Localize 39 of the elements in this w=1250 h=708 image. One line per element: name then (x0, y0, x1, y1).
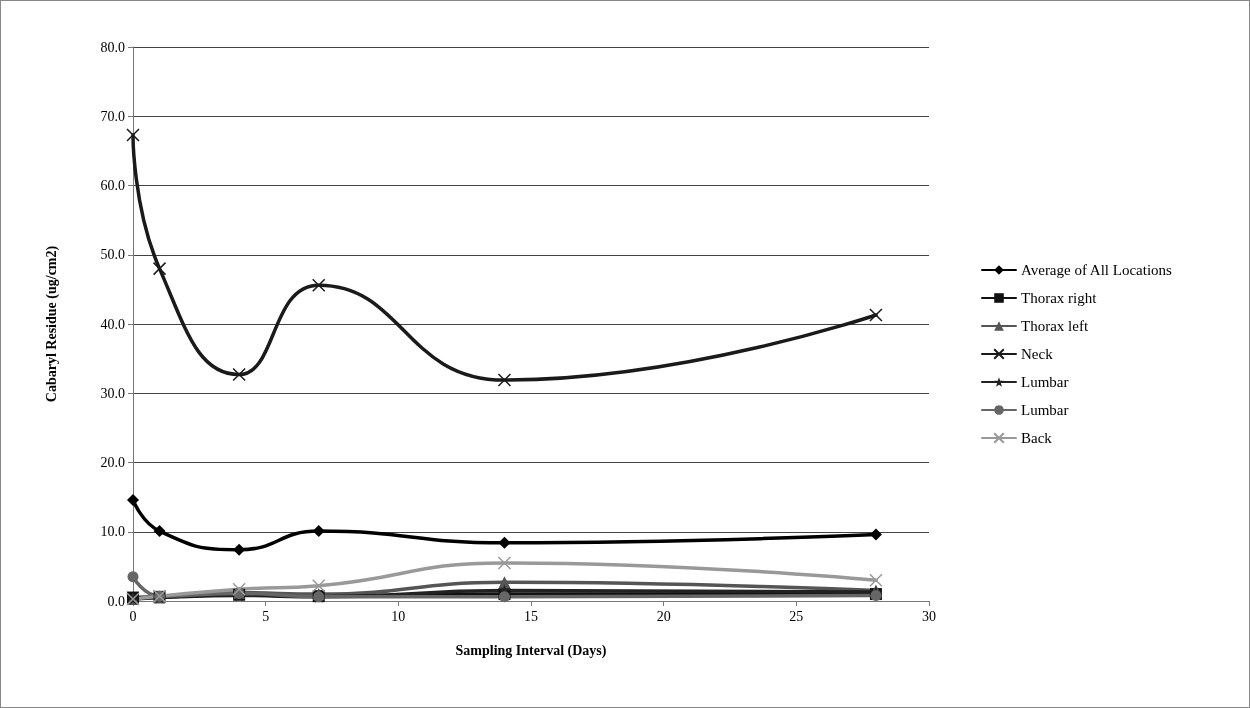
point (126, 128, 140, 142)
point (232, 582, 246, 596)
x-tick-label: 15 (524, 608, 538, 624)
y-tick-label: 60.0 (100, 178, 125, 193)
y-tick-label: 10.0 (100, 524, 125, 540)
point (232, 367, 246, 382)
x-tick-label: 30 (922, 608, 936, 624)
legend-label: Thorax left (1021, 318, 1089, 334)
x-tick-label: 20 (656, 608, 671, 624)
legend-label: Back (1021, 430, 1053, 446)
y-tick-label: 40.0 (100, 316, 125, 332)
x-tick-label: 25 (789, 608, 804, 624)
y-tick-label: 0.0 (107, 593, 125, 609)
point (127, 493, 139, 506)
legend-label: Lumbar (1021, 374, 1069, 390)
y-tick-label: 80.0 (100, 39, 125, 55)
point (497, 373, 512, 387)
point (869, 573, 883, 587)
legend-label: Thorax right (1021, 290, 1098, 306)
y-tick-label: 50.0 (100, 247, 125, 263)
point (127, 571, 139, 583)
x-tick-label: 10 (391, 608, 406, 624)
point (497, 556, 512, 570)
point (498, 576, 511, 589)
legend-label: Average of All Locations (1021, 262, 1173, 278)
x-tick-label: 0 (129, 608, 137, 624)
point (311, 579, 326, 593)
legend-label: Lumbar (1021, 402, 1069, 418)
y-tick-label: 30.0 (100, 385, 125, 401)
point (311, 278, 326, 292)
point (153, 525, 166, 538)
legend-label: Neck (1021, 346, 1054, 362)
y-tick-label: 20.0 (100, 455, 125, 470)
y-axis-title: Cabaryl Residue (ug/cm2) (43, 245, 60, 403)
x-tick-label: 5 (262, 608, 270, 624)
point (152, 261, 167, 276)
point (869, 308, 883, 322)
x-axis-title: Sampling Interval (Days) (455, 642, 607, 659)
y-tick-label: 70.0 (100, 108, 125, 124)
